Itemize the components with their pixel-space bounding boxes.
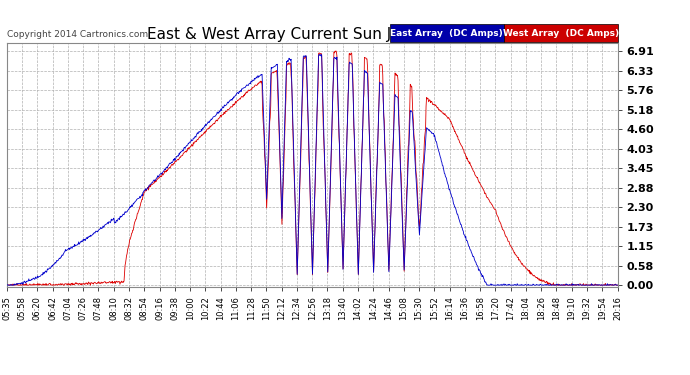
Title: East & West Array Current Sun Jul 20 20:31: East & West Array Current Sun Jul 20 20:… bbox=[147, 27, 477, 42]
Text: Copyright 2014 Cartronics.com: Copyright 2014 Cartronics.com bbox=[7, 30, 148, 39]
Text: West Array  (DC Amps): West Array (DC Amps) bbox=[502, 29, 619, 38]
Text: East Array  (DC Amps): East Array (DC Amps) bbox=[391, 29, 503, 38]
